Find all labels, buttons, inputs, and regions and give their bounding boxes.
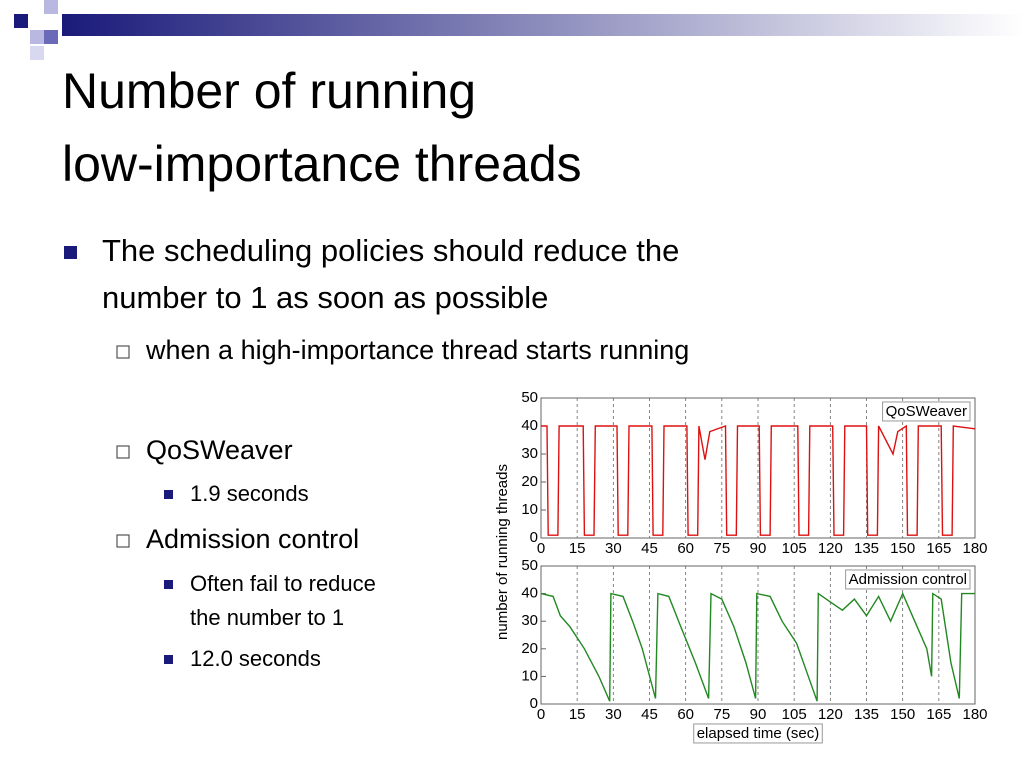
y-tick-label: 10 — [521, 667, 538, 684]
y-tick-label: 30 — [521, 612, 538, 629]
bullet-text: 1.9 seconds — [190, 481, 309, 506]
legend-box — [882, 401, 971, 422]
y-tick-label: 0 — [530, 529, 538, 546]
x-tick-label: 15 — [569, 706, 586, 723]
bullet-text: Often fail to reduce — [190, 571, 376, 596]
x-tick-label: 75 — [713, 706, 730, 723]
bullet-small — [164, 580, 173, 589]
bullet-text: 12.0 seconds — [190, 646, 321, 671]
x-tick-label: 150 — [890, 706, 915, 723]
bullet-hollow — [116, 534, 130, 548]
x-tick-label: 165 — [926, 540, 951, 557]
x-tick-label: 150 — [890, 540, 915, 557]
deco-square — [44, 0, 58, 14]
y-tick-label: 20 — [521, 640, 538, 657]
y-tick-label: 30 — [521, 445, 538, 462]
x-tick-label: 75 — [713, 540, 730, 557]
series-line — [541, 424, 976, 536]
bullet-text: when a high-importance thread starts run… — [145, 335, 689, 365]
x-tick-label: 0 — [537, 540, 545, 557]
y-tick-label: 50 — [521, 557, 538, 574]
y-tick-label: 40 — [521, 417, 538, 434]
x-tick-label: 120 — [818, 706, 843, 723]
deco-square — [30, 46, 44, 60]
y-axis-label: number of running threads — [494, 464, 511, 640]
y-tick-label: 10 — [521, 501, 538, 518]
x-axis-label-box — [693, 723, 823, 744]
x-tick-label: 180 — [962, 540, 987, 557]
y-tick-label: 20 — [521, 473, 538, 490]
x-tick-label: 180 — [962, 706, 987, 723]
x-tick-label: 90 — [750, 540, 767, 557]
legend-box — [845, 569, 971, 590]
title-line: Number of running — [62, 63, 476, 119]
x-tick-label: 15 — [569, 540, 586, 557]
series-line — [540, 591, 975, 702]
bullet-text: the number to 1 — [190, 605, 344, 630]
x-tick-label: 105 — [782, 540, 807, 557]
deco-square — [30, 30, 44, 44]
bullet-small — [164, 655, 173, 664]
x-tick-label: 135 — [854, 540, 879, 557]
title-line: low-importance threads — [62, 136, 582, 192]
x-tick-label: 90 — [750, 706, 767, 723]
x-tick-label: 135 — [854, 706, 879, 723]
x-tick-label: 30 — [605, 706, 622, 723]
y-tick-label: 40 — [521, 585, 538, 602]
header-bar — [62, 14, 1024, 36]
x-tick-label: 60 — [677, 540, 694, 557]
x-tick-label: 165 — [926, 706, 951, 723]
bullet-text: Admission control — [146, 524, 359, 554]
bullet-hollow — [116, 445, 130, 459]
x-tick-label: 45 — [641, 706, 658, 723]
deco-square — [44, 30, 58, 44]
bullet-hollow — [116, 345, 130, 359]
bullet-square — [64, 246, 77, 259]
legend-label: Admission control — [849, 571, 967, 588]
legend-label: QoSWeaver — [886, 403, 967, 420]
x-tick-label: 105 — [782, 706, 807, 723]
x-tick-label: 30 — [605, 540, 622, 557]
deco-square — [14, 14, 28, 28]
bullet-text: The scheduling policies should reduce th… — [102, 233, 679, 268]
bullet-text: QoSWeaver — [146, 435, 293, 465]
x-tick-label: 0 — [537, 706, 545, 723]
bullet-text: number to 1 as soon as possible — [102, 280, 548, 315]
x-axis-label: elapsed time (sec) — [697, 725, 820, 742]
y-tick-label: 50 — [521, 389, 538, 406]
y-tick-label: 0 — [530, 695, 538, 712]
x-tick-label: 60 — [677, 706, 694, 723]
bullet-small — [164, 490, 173, 499]
x-tick-label: 120 — [818, 540, 843, 557]
x-tick-label: 45 — [641, 540, 658, 557]
